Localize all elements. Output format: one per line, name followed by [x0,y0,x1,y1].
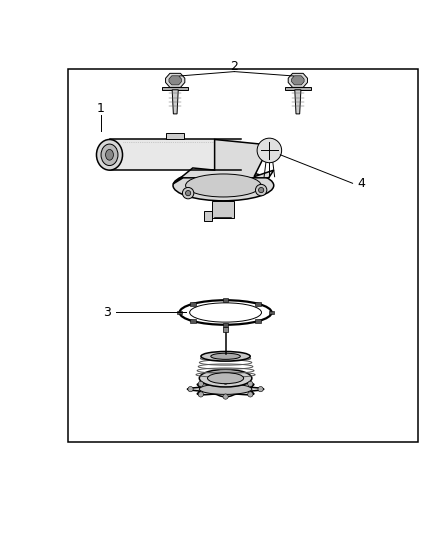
Polygon shape [172,90,178,114]
Bar [191,302,196,305]
Bar [177,311,182,314]
Bar [110,140,241,170]
Circle shape [223,379,228,384]
Ellipse shape [211,353,240,359]
Text: 2: 2 [230,60,238,73]
Text: 3: 3 [103,306,111,319]
Bar [255,319,261,323]
Bar [191,319,196,323]
Circle shape [223,394,228,399]
Circle shape [248,381,253,386]
Ellipse shape [173,170,274,201]
Ellipse shape [180,300,272,325]
Ellipse shape [208,373,244,384]
Circle shape [258,188,264,193]
Bar [212,201,234,219]
Bar [204,211,212,221]
Bar [255,302,261,305]
Ellipse shape [186,174,261,197]
Bar [223,298,228,302]
Ellipse shape [199,384,252,394]
Circle shape [183,188,194,199]
Circle shape [258,386,263,392]
Ellipse shape [96,140,123,170]
Polygon shape [295,90,301,114]
Polygon shape [169,76,181,85]
Bar [285,87,311,90]
Bar [68,69,418,442]
Text: 1: 1 [97,102,105,115]
Text: 4: 4 [357,177,365,190]
Bar [162,87,188,90]
Circle shape [198,392,203,397]
Polygon shape [166,74,185,87]
Bar [223,327,228,332]
Ellipse shape [190,303,261,322]
Circle shape [186,190,191,196]
Ellipse shape [201,351,250,361]
Circle shape [188,386,193,392]
Circle shape [255,184,267,196]
Polygon shape [288,74,307,87]
Polygon shape [173,140,274,184]
Circle shape [257,138,282,163]
Circle shape [248,392,253,397]
Bar [166,133,184,140]
Ellipse shape [199,369,252,387]
Ellipse shape [101,144,118,166]
Bar [269,311,274,314]
Bar [223,323,228,327]
Polygon shape [187,382,264,397]
Polygon shape [292,76,304,85]
Ellipse shape [106,149,113,160]
Circle shape [198,381,203,386]
